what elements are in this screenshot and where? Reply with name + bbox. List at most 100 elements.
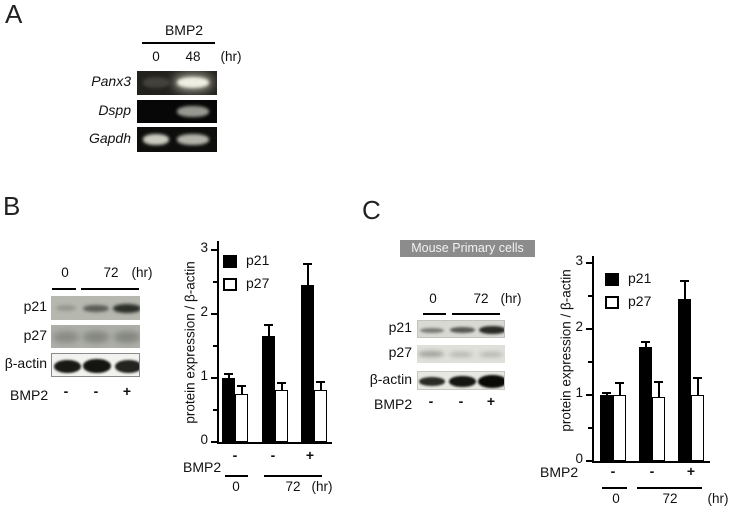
chart-b-time-group-label-1: 72 bbox=[285, 479, 301, 494]
panel-b-treatment-sign-2: + bbox=[122, 383, 132, 399]
panel-a-treatment-underline bbox=[142, 42, 215, 44]
blot-band bbox=[83, 330, 109, 343]
gel-image-Dspp bbox=[137, 100, 217, 123]
panel-b-blot-time-unit: (hr) bbox=[131, 265, 153, 280]
panel-b-label: B bbox=[3, 191, 21, 221]
chart-b-y-minortick bbox=[213, 281, 217, 283]
chart-c-y-minortick bbox=[588, 427, 592, 429]
chart-b-y-tick-0 bbox=[211, 441, 217, 443]
chart-c-errorbar-stem bbox=[683, 279, 686, 300]
chart-b-bar-p21-group2 bbox=[301, 285, 314, 442]
chart-b-time-group-line-1 bbox=[264, 475, 322, 477]
blot-band bbox=[418, 351, 444, 357]
chart-b-treatment-label: BMP2 bbox=[183, 459, 222, 475]
chart-b-errorbar-cap bbox=[224, 372, 233, 375]
chart-b-errorbar-cap bbox=[237, 385, 246, 388]
panel-a-timepoint-0: 0 bbox=[152, 49, 160, 64]
blot-band bbox=[449, 327, 475, 333]
gel-image-Panx3 bbox=[137, 71, 217, 95]
chart-b-legend-swatch-p21 bbox=[223, 255, 237, 268]
chart-b-y-axis-title: protein expression / β-actin bbox=[182, 261, 198, 424]
chart-b-sign-1: - bbox=[270, 447, 276, 463]
gel-row-label-Gapdh: Gapdh bbox=[88, 129, 131, 146]
gel-band bbox=[177, 77, 209, 88]
chart-b-y-tick-2 bbox=[211, 313, 217, 315]
panel-b-treatment-sign-1: - bbox=[93, 383, 99, 399]
blot-band bbox=[448, 376, 476, 387]
panel-c-treatment-sign-2: + bbox=[486, 393, 496, 409]
panel-c-blot-timepoint-72: 72 bbox=[473, 291, 489, 306]
blot-band bbox=[479, 351, 503, 357]
chart-b-errorbar-stem bbox=[267, 323, 270, 337]
panel-b-blot-2 bbox=[51, 353, 140, 377]
gel-band bbox=[143, 133, 169, 145]
blot-band bbox=[114, 359, 139, 373]
chart-c-x-axis bbox=[592, 461, 710, 463]
chart-c-treatment-label: BMP2 bbox=[540, 464, 579, 480]
chart-b-time-group-label-0: 0 bbox=[232, 479, 240, 494]
chart-c-errorbar-cap bbox=[615, 381, 624, 384]
chart-c-bar-p27-group0 bbox=[613, 395, 626, 461]
chart-c-y-tick-2 bbox=[586, 328, 592, 330]
chart-c-bar-p27-group1 bbox=[652, 396, 665, 461]
chart-c-time-group-line-1 bbox=[637, 487, 702, 489]
chart-c-bar-p21-group1 bbox=[639, 347, 652, 461]
chart-c-sign-0: - bbox=[610, 463, 616, 479]
chart-b-legend-label-p21: p21 bbox=[246, 252, 270, 268]
blot-band bbox=[478, 326, 504, 334]
chart-c-errorbar-cap bbox=[602, 391, 611, 394]
chart-c-legend-label-p21: p21 bbox=[628, 270, 652, 286]
panel-c-row-label-2: β-actin bbox=[369, 370, 412, 387]
gel-row-label-Panx3: Panx3 bbox=[91, 73, 131, 89]
panel-c-blot-2 bbox=[417, 371, 505, 390]
chart-c-legend-swatch-p27 bbox=[605, 296, 619, 309]
chart-b-y-tick-label-2: 2 bbox=[200, 304, 208, 319]
panel-c-treatment-sign-1: - bbox=[458, 393, 464, 409]
chart-b-y-tick-1 bbox=[211, 377, 217, 379]
gel-row-label-Dspp: Dspp bbox=[98, 101, 131, 118]
panel-c-treatment-label: BMP2 bbox=[374, 396, 413, 412]
chart-b-bar-p27-group0 bbox=[235, 394, 248, 442]
panel-c-lane-line-72 bbox=[452, 313, 500, 315]
chart-c-errorbar-stem bbox=[618, 381, 621, 395]
blot-band bbox=[114, 330, 140, 343]
panel-c-row-label-0: p21 bbox=[388, 319, 412, 335]
panel-b-blot-0 bbox=[51, 296, 140, 320]
panel-b-lane-line-72 bbox=[81, 288, 139, 290]
chart-b-bar-p27-group1 bbox=[275, 389, 288, 442]
panel-c-banner: Mouse Primary cells bbox=[400, 240, 535, 257]
chart-c-errorbar-stem bbox=[644, 340, 647, 348]
chart-b-errorbar-cap bbox=[303, 262, 312, 265]
chart-c-time-group-line-0 bbox=[602, 487, 627, 489]
chart-b-errorbar-cap bbox=[264, 323, 273, 326]
chart-c-errorbar-cap bbox=[654, 381, 663, 384]
chart-b-errorbar-cap bbox=[277, 381, 286, 384]
chart-c-time-unit: (hr) bbox=[707, 491, 729, 506]
chart-b-y-tick-label-3: 3 bbox=[200, 240, 208, 255]
chart-c-y-tick-label-3: 3 bbox=[575, 253, 583, 268]
blot-band bbox=[449, 351, 473, 357]
chart-c-y-tick-label-1: 1 bbox=[575, 385, 583, 400]
panel-b-row-label-1: p27 bbox=[23, 326, 47, 343]
chart-b-time-unit: (hr) bbox=[311, 479, 333, 494]
chart-b-sign-2: + bbox=[305, 447, 315, 463]
chart-b-sign-0: - bbox=[232, 447, 238, 463]
chart-c-y-axis bbox=[592, 256, 594, 463]
panel-c-row-label-1: p27 bbox=[388, 344, 412, 360]
chart-c-y-axis-title: protein expression / β-actin bbox=[558, 269, 574, 432]
blot-band bbox=[113, 303, 140, 313]
panel-c-blot-time-unit: (hr) bbox=[500, 291, 522, 306]
chart-c-bar-p21-group0 bbox=[600, 395, 613, 461]
blot-band bbox=[53, 330, 79, 343]
blot-band bbox=[56, 305, 76, 311]
gel-band bbox=[177, 105, 209, 117]
panel-b-blot-timepoint-0: 0 bbox=[61, 265, 69, 280]
panel-b-lane-line-0 bbox=[52, 288, 76, 290]
chart-c-errorbar-cap bbox=[641, 340, 650, 343]
blot-band bbox=[83, 304, 109, 312]
chart-b-bar-p27-group2 bbox=[314, 389, 327, 442]
chart-c-y-minortick bbox=[588, 295, 592, 297]
chart-b-errorbar-stem bbox=[319, 381, 322, 390]
panel-b-blot-timepoint-72: 72 bbox=[103, 265, 119, 280]
chart-b-time-group-line-0 bbox=[225, 475, 248, 477]
